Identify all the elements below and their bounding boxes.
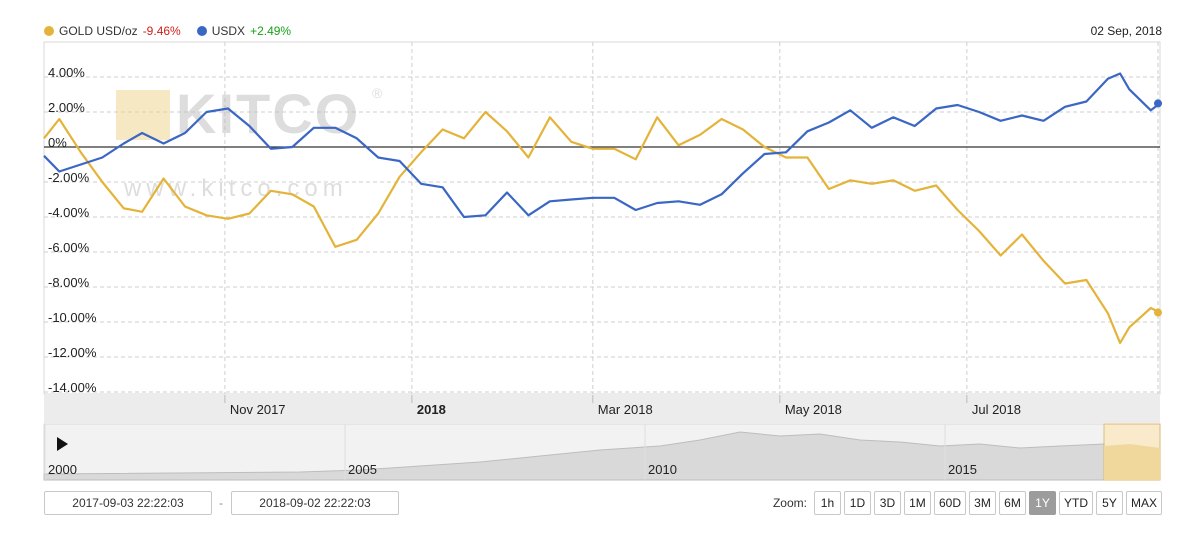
kitco-watermark: KITCO ® www.kitco.com: [116, 82, 383, 202]
navigator-year-label: 2015: [948, 462, 977, 477]
usdx-change: +2.49%: [250, 24, 292, 38]
zoom-button-60d[interactable]: 60D: [933, 491, 966, 515]
usdx-series-line[interactable]: [43, 72, 1161, 219]
y-axis-labels: 4.00% 2.00% 0% -2.00% -4.00% -6.00% -8.00% -10.…: [48, 65, 97, 395]
zoom-button-group: 1h 1D 3D 1M 60D 3M 6M 1Y YTD 5Y MAX: [813, 491, 1162, 515]
zoom-button-6m[interactable]: 6M: [998, 491, 1026, 515]
y-tick-label: -12.00%: [48, 345, 97, 360]
y-tick-label: -10.00%: [48, 310, 97, 325]
series-lines: [43, 72, 1162, 345]
zoom-button-ytd[interactable]: YTD: [1058, 491, 1093, 515]
y-tick-label: -6.00%: [48, 240, 90, 255]
usdx-legend-label: USDX: [211, 24, 246, 38]
navigator-year-label: 2010: [648, 462, 677, 477]
navigator-labels: 2000 2005 2010 2015: [44, 424, 977, 480]
kitco-logo-icon: [116, 90, 170, 140]
y-tick-label: -4.00%: [48, 205, 90, 220]
horizontal-gridlines: [44, 76, 1160, 393]
usdx-dot-icon: [196, 26, 207, 36]
navigator-year-label: 2000: [48, 462, 77, 477]
navigator-history-area: [43, 431, 1105, 481]
x-tick-label: Mar 2018: [598, 402, 653, 417]
y-tick-label: 0%: [48, 135, 67, 150]
zoom-button-1y[interactable]: 1Y: [1028, 491, 1056, 515]
registered-icon: ®: [372, 85, 383, 101]
chart-legend: GOLD USD/oz -9.46% USDX +2.49%: [44, 24, 291, 38]
zoom-label: Zoom:: [772, 496, 807, 510]
y-tick-label: 2.00%: [48, 100, 85, 115]
zoom-button-1h[interactable]: 1h: [813, 491, 841, 515]
watermark-url: www.kitco.com: [123, 175, 348, 202]
play-icon[interactable]: [57, 437, 68, 451]
x-axis-labels: Nov 2017 2018 Mar 2018 May 2018 Jul 2018: [224, 395, 1021, 417]
navigator-selection-area: [1104, 444, 1160, 480]
zoom-button-1d[interactable]: 1D: [843, 491, 871, 515]
price-chart: KITCO ® www.kitco.com 4.00% 2.00% 0% -2.00%…: [43, 41, 1162, 481]
gold-dot-icon: [44, 26, 54, 36]
current-date: 02 Sep, 2018: [1090, 24, 1162, 38]
zoom-button-max[interactable]: MAX: [1125, 491, 1162, 515]
y-tick-label: -2.00%: [48, 170, 90, 185]
range-separator: -: [219, 496, 223, 510]
y-tick-label: -14.00%: [48, 380, 97, 395]
x-tick-label: May 2018: [785, 402, 842, 417]
x-tick-label: 2018: [417, 402, 446, 417]
x-tick-label: Jul 2018: [972, 402, 1021, 417]
legend-item-usdx[interactable]: USDX +2.49%: [196, 24, 292, 38]
zoom-button-5y[interactable]: 5Y: [1095, 491, 1123, 515]
zoom-button-3d[interactable]: 3D: [873, 491, 901, 515]
gold-end-marker: [1154, 308, 1162, 317]
zoom-button-3m[interactable]: 3M: [968, 491, 996, 515]
range-selector-bar: 2017-09-03 22:22:03 - 2018-09-02 22:22:0…: [0, 491, 1200, 517]
usdx-end-marker: [1154, 99, 1162, 108]
x-axis-band: [44, 395, 1160, 423]
zoom-controls: Zoom: 1h 1D 3D 1M 60D 3M 6M 1Y YTD 5Y MAX: [773, 491, 1162, 515]
range-to-input[interactable]: 2018-09-02 22:22:03: [231, 491, 399, 515]
legend-item-gold[interactable]: GOLD USD/oz -9.46%: [44, 24, 181, 38]
navigator-year-label: 2005: [348, 462, 377, 477]
y-tick-label: -8.00%: [48, 275, 90, 290]
range-from-input[interactable]: 2017-09-03 22:22:03: [44, 491, 212, 515]
y-tick-label: 4.00%: [48, 65, 85, 80]
gold-legend-label: GOLD USD/oz: [59, 24, 138, 38]
gold-series-line[interactable]: [43, 110, 1161, 345]
x-tick-label: Nov 2017: [230, 402, 286, 417]
gold-change: -9.46%: [142, 24, 181, 38]
zoom-button-1m[interactable]: 1M: [903, 491, 931, 515]
